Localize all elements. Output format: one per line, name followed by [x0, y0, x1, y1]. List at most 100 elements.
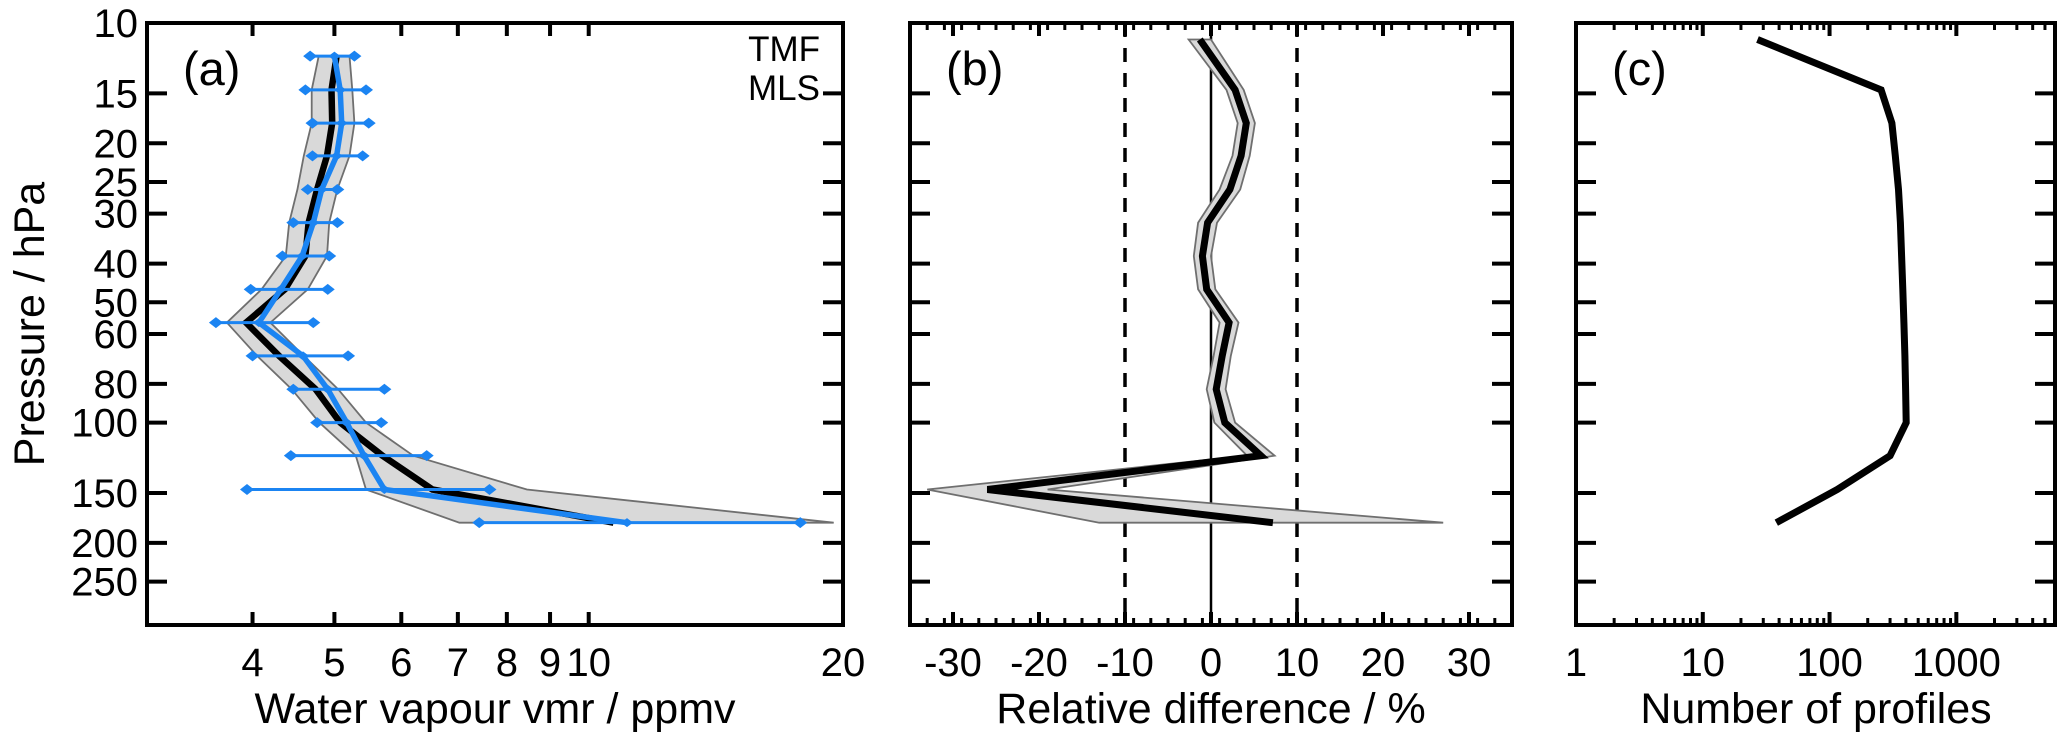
error-bar-end-marker [305, 150, 320, 162]
mls-point-marker [335, 118, 348, 128]
panel-c-x-axis-title: Number of profiles [1640, 685, 1991, 733]
error-bar-end-marker [208, 317, 223, 329]
legend-mls-label: MLS [748, 69, 820, 108]
x-tick-label: 100 [1796, 641, 1863, 685]
y-tick-label: 25 [94, 161, 139, 205]
error-bar-end-marker [359, 84, 374, 96]
panel-b-x-axis-title: Relative difference / % [996, 685, 1425, 733]
error-bar-end-marker [286, 383, 301, 395]
error-bar-end-marker [330, 183, 345, 195]
error-bar-end-marker [793, 517, 808, 529]
mls-point-marker [274, 284, 287, 294]
x-tick-label: 4 [241, 641, 263, 685]
mls-point-marker [296, 251, 309, 261]
panel-c-ticks [1574, 21, 2055, 625]
panel-a-x-axis-title: Water vapour vmr / ppmv [254, 685, 736, 733]
uncertainty-band [927, 38, 1444, 524]
panel-frame [145, 21, 845, 627]
y-tick-label: 200 [71, 522, 138, 566]
error-bar-end-marker [361, 117, 376, 129]
y-tick-label: 150 [71, 472, 138, 516]
error-bar-end-marker [355, 150, 370, 162]
error-bar-end-marker [286, 217, 301, 229]
x-tick-label: -20 [1010, 641, 1068, 685]
mls-point-marker [620, 518, 633, 528]
y-axis-title: Pressure / hPa [6, 182, 54, 466]
relative-difference-line [986, 37, 1274, 527]
x-tick-label: 9 [539, 641, 561, 685]
panel-b-letter: (b) [946, 42, 1003, 95]
x-tick-label: 5 [323, 641, 345, 685]
error-bar-end-marker [341, 350, 356, 362]
error-bar-end-marker [347, 50, 362, 62]
error-bar-end-marker [243, 283, 258, 295]
y-tick-label: 10 [94, 2, 139, 46]
y-tick-label: 50 [94, 281, 139, 325]
x-tick-label: 0 [1200, 641, 1222, 685]
mls-point-marker [330, 151, 343, 161]
error-bar-end-marker [377, 383, 392, 395]
x-tick-label: 7 [447, 641, 469, 685]
mls-point-marker [357, 451, 370, 461]
mls-error-bars [208, 50, 808, 529]
error-bar-end-marker [310, 417, 325, 429]
error-bar-end-marker [283, 450, 298, 462]
x-tick-label: 8 [496, 641, 518, 685]
mls-point-marker [340, 418, 353, 428]
error-bar-end-marker [245, 350, 260, 362]
mls-point-marker [378, 484, 391, 494]
panel-frame [1574, 21, 2057, 627]
panel-b-ticks [908, 21, 1514, 625]
y-tick-label: 100 [71, 402, 138, 446]
error-bar-end-marker [306, 317, 321, 329]
error-bar-end-marker [374, 417, 389, 429]
panel-c: 1 10 100 1000 [1565, 21, 2057, 685]
y-tick-label: 250 [71, 561, 138, 605]
error-bar-end-marker [298, 84, 313, 96]
error-bar-end-marker [320, 283, 335, 295]
y-tick-label: 15 [94, 72, 139, 116]
panel-c-letter: (c) [1612, 42, 1667, 95]
mls-point-marker [297, 351, 310, 361]
mls-point-marker [334, 85, 347, 95]
mls-point-marker [252, 318, 265, 328]
error-bar-end-marker [303, 50, 318, 62]
mls-point-marker [307, 218, 320, 228]
panel-a-letter: (a) [183, 42, 240, 95]
panel-a-ticks [147, 21, 845, 625]
y-tick-label: 80 [94, 363, 139, 407]
y-tick-label: 60 [94, 313, 139, 357]
error-bar-end-marker [239, 483, 254, 495]
error-bar-end-marker [322, 250, 337, 262]
x-tick-label: 10 [566, 641, 611, 685]
x-tick-label: -10 [1096, 641, 1154, 685]
error-bar-end-marker [482, 483, 497, 495]
mls-point-marker [328, 51, 341, 61]
x-tick-label: 30 [1447, 641, 1492, 685]
mls-point-marker [315, 184, 328, 194]
y-tick-label: 30 [94, 193, 139, 237]
x-tick-label: 20 [821, 641, 866, 685]
error-bar-end-marker [275, 250, 290, 262]
error-bar-end-marker [419, 450, 434, 462]
legend-tmf-label: TMF [748, 30, 820, 69]
number-of-profiles-line [1756, 36, 1910, 526]
x-tick-label: 20 [1361, 641, 1406, 685]
panel-b: -30 -20 -10 0 10 20 30 [908, 21, 1514, 685]
x-tick-label: 1000 [1912, 641, 2001, 685]
x-tick-label: 1 [1565, 641, 1587, 685]
x-tick-label: -30 [924, 641, 982, 685]
error-bar-end-marker [305, 117, 320, 129]
x-tick-label: 10 [1681, 641, 1726, 685]
y-tick-label: 20 [94, 122, 139, 166]
error-bar-end-marker [330, 217, 345, 229]
chart-layers: 4 5 6 7 8 9 10 20101520253040506080100150200250… [71, 2, 2057, 685]
x-tick-label: 6 [390, 641, 412, 685]
x-tick-label: 10 [1275, 641, 1320, 685]
error-bar-end-marker [472, 517, 487, 529]
mls-point-marker [321, 384, 334, 394]
y-tick-label: 40 [94, 243, 139, 287]
